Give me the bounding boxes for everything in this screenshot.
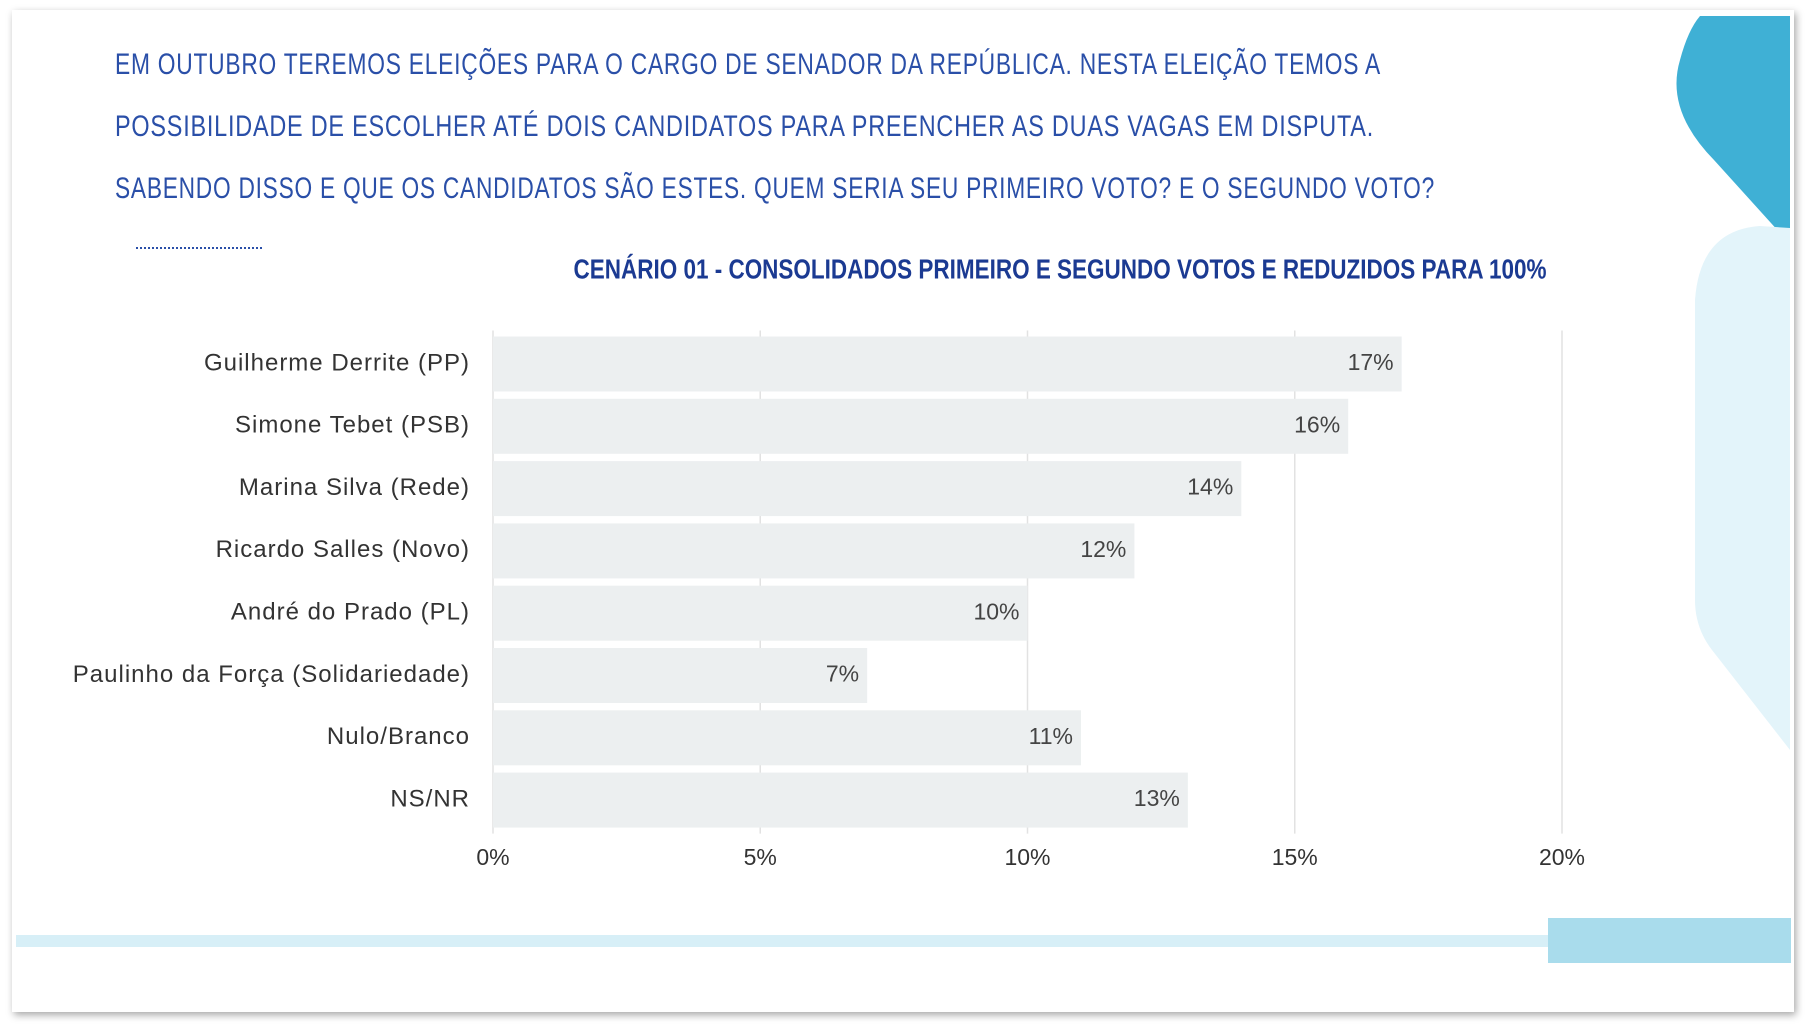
decor-band <box>16 935 1696 947</box>
category-label: Ricardo Salles (Novo) <box>216 536 470 563</box>
category-label: Simone Tebet (PSB) <box>235 412 470 439</box>
category-label: NS/NR <box>390 785 470 812</box>
bar <box>493 648 868 703</box>
category-label: Nulo/Branco <box>327 723 470 750</box>
x-tick-label: 0% <box>476 844 509 870</box>
chart-title: CENÁRIO 01 - CONSOLIDADOS PRIMEIRO E SEG… <box>574 253 1547 284</box>
value-label: 11% <box>1029 723 1073 749</box>
value-label: 16% <box>1294 411 1340 437</box>
bar <box>493 523 1135 579</box>
category-label: Marina Silva (Rede) <box>239 474 470 501</box>
bar <box>493 461 1242 517</box>
value-label: 17% <box>1348 349 1394 375</box>
value-label: 12% <box>1080 536 1126 562</box>
question-line: SABENDO DISSO E QUE OS CANDIDATOS SÃO ES… <box>115 171 1435 205</box>
decor-block <box>1548 918 1791 963</box>
x-tick-label: 10% <box>1004 844 1050 870</box>
x-tick-label: 15% <box>1272 844 1318 870</box>
bar <box>493 710 1081 766</box>
x-tick-label: 5% <box>744 844 777 870</box>
category-label: André do Prado (PL) <box>231 599 470 626</box>
question-line: POSSIBILIDADE DE ESCOLHER ATÉ DOIS CANDI… <box>115 110 1374 143</box>
bar <box>493 772 1188 828</box>
value-label: 14% <box>1187 474 1233 500</box>
x-tick-label: 20% <box>1539 844 1585 870</box>
category-label: Paulinho da Força (Solidariedade) <box>73 661 470 688</box>
bar <box>493 585 1028 641</box>
category-label: Guilherme Derrite (PP) <box>204 349 470 376</box>
bar <box>493 398 1349 454</box>
decor-shape <box>1695 226 1790 750</box>
plot: 0% 5% 10% 15% 20% Guilherme Derrite (PP) 17% Si… <box>73 330 1585 870</box>
value-label: 10% <box>973 598 1019 624</box>
value-label: 13% <box>1134 785 1180 811</box>
bar <box>493 336 1402 392</box>
question-line: EM OUTUBRO TEREMOS ELEIÇÕES PARA O CARGO… <box>115 47 1381 81</box>
value-label: 7% <box>826 661 859 687</box>
decor-shape <box>1676 16 1790 244</box>
